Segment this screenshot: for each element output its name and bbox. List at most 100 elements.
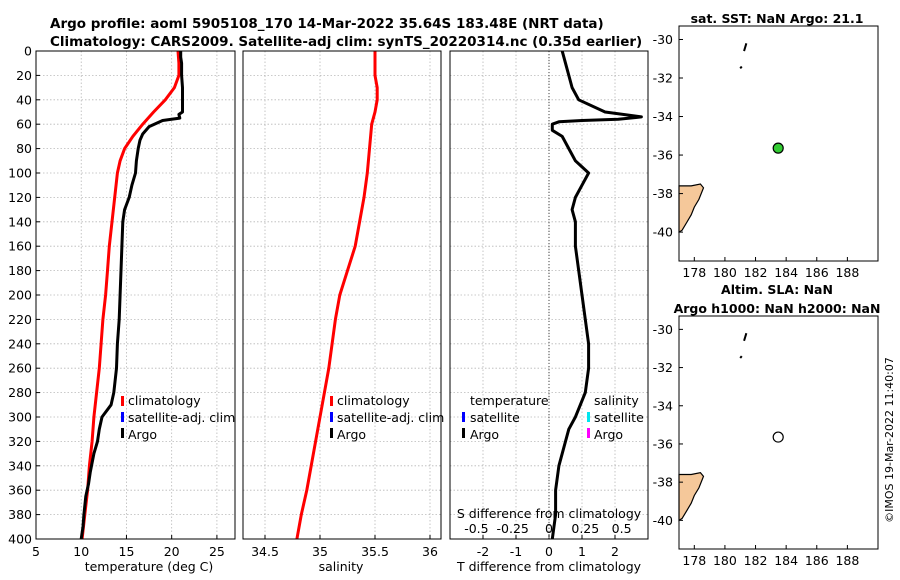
difference-xlabel: T difference from climatology bbox=[456, 559, 642, 574]
legend-label-t-argo: Argo bbox=[470, 427, 499, 442]
x-tick-label: 35 bbox=[312, 544, 328, 559]
series-line-argo bbox=[79, 51, 184, 540]
y-tick-label: -32 bbox=[653, 360, 673, 375]
temperature-legend: climatology satellite-adj. clim Argo bbox=[121, 393, 235, 442]
y-tick-label: 380 bbox=[8, 507, 32, 522]
top-x-tick-label: 0.25 bbox=[571, 521, 599, 536]
y-tick-label: 40 bbox=[16, 92, 32, 107]
x-tick-label: 178 bbox=[682, 553, 706, 568]
sst-map-title: sat. SST: NaN Argo: 21.1 bbox=[691, 11, 864, 26]
legend-swatch-s-argo bbox=[587, 428, 590, 438]
y-tick-label: -30 bbox=[653, 32, 673, 47]
x-tick-label: 180 bbox=[713, 265, 737, 280]
temperature-xlabel: temperature (deg C) bbox=[85, 559, 214, 574]
map-frame bbox=[678, 25, 879, 262]
top-x-tick-label: -0.5 bbox=[464, 521, 488, 536]
x-tick-label: 25 bbox=[209, 544, 225, 559]
x-tick-label: 2 bbox=[611, 544, 619, 559]
map-frame bbox=[678, 315, 879, 550]
x-tick-label: 20 bbox=[164, 544, 180, 559]
legend-label-s-argo: Argo bbox=[594, 427, 623, 442]
top-x-tick-label: -0.25 bbox=[497, 521, 529, 536]
y-tick-label: 160 bbox=[8, 239, 32, 254]
y-tick-label: 180 bbox=[8, 263, 32, 278]
sst-map-panel: -30 -32 -34 -36 -38 -40 178 180 182 184 186 188 bbox=[653, 25, 879, 280]
salinity-xlabel: salinity bbox=[319, 559, 364, 574]
land-polygon bbox=[678, 183, 705, 234]
x-tick-label: 180 bbox=[713, 553, 737, 568]
x-tick-label: 182 bbox=[744, 553, 768, 568]
island bbox=[743, 332, 748, 342]
x-tick-label: 10 bbox=[73, 544, 89, 559]
y-tick-label: 400 bbox=[8, 532, 32, 547]
difference-top-xlabel: S difference from climatology bbox=[457, 506, 642, 521]
argo-position-marker bbox=[772, 431, 784, 443]
y-tick-label: 220 bbox=[8, 312, 32, 327]
y-tick-label: 300 bbox=[8, 410, 32, 425]
y-tick-label: -40 bbox=[653, 513, 673, 528]
difference-panel: -2 -1 0 1 2 -0.5 -0.25 0 0.25 0.5 bbox=[449, 50, 649, 559]
figure-title-line1: Argo profile: aoml 5905108_170 14-Mar-20… bbox=[50, 16, 604, 32]
y-tick-label: 200 bbox=[8, 288, 32, 303]
y-tick-label: 240 bbox=[8, 336, 32, 351]
island bbox=[739, 65, 743, 69]
y-tick-label: -40 bbox=[653, 225, 673, 240]
x-tick-label: -2 bbox=[477, 544, 489, 559]
y-tick-label: 360 bbox=[8, 483, 32, 498]
x-tick-label: 184 bbox=[774, 265, 798, 280]
x-tick-label: -1 bbox=[510, 544, 522, 559]
y-tick-label: 20 bbox=[16, 68, 32, 83]
x-tick-label: 184 bbox=[774, 553, 798, 568]
plot-frame bbox=[242, 50, 442, 540]
legend-swatch-s-satellite bbox=[587, 412, 590, 422]
difference-legend: temperature satellite Argo salinity sate… bbox=[462, 393, 644, 442]
legend-swatch-satellite bbox=[330, 412, 333, 422]
x-tick-label: 36 bbox=[422, 544, 438, 559]
x-tick-label: 182 bbox=[744, 265, 768, 280]
x-tick-label: 186 bbox=[805, 553, 829, 568]
y-tick-label: 320 bbox=[8, 434, 32, 449]
x-tick-label: 15 bbox=[119, 544, 135, 559]
y-tick-label: 0 bbox=[24, 44, 32, 59]
x-tick-label: 0 bbox=[545, 544, 553, 559]
copyright-timestamp: ©IMOS 19-Mar-2022 11:40:07 bbox=[883, 357, 896, 523]
legend-label-satellite: satellite-adj. clim bbox=[128, 410, 235, 425]
x-tick-label: 34.5 bbox=[251, 544, 279, 559]
y-tick-label: -34 bbox=[653, 398, 673, 413]
y-tick-label: -34 bbox=[653, 109, 673, 124]
legend-swatch-argo bbox=[330, 428, 333, 438]
legend-swatch-argo bbox=[121, 428, 124, 438]
y-tick-label: 100 bbox=[8, 166, 32, 181]
land-polygon bbox=[678, 471, 705, 522]
legend-title-temperature: temperature bbox=[470, 393, 549, 408]
plot-frame bbox=[35, 50, 236, 540]
x-tick-label: 178 bbox=[682, 265, 706, 280]
y-tick-label: 80 bbox=[16, 141, 32, 156]
top-x-tick-label: 0 bbox=[545, 521, 553, 536]
argo-position-marker bbox=[772, 142, 784, 154]
legend-swatch-t-satellite bbox=[462, 412, 465, 422]
x-tick-label: 188 bbox=[835, 553, 859, 568]
x-tick-label: 5 bbox=[32, 544, 40, 559]
plot-frame bbox=[449, 50, 649, 540]
sla-map-title-line2: Argo h1000: NaN h2000: NaN bbox=[674, 301, 881, 316]
legend-label-climatology: climatology bbox=[337, 393, 410, 408]
legend-label-t-satellite: satellite bbox=[470, 410, 520, 425]
legend-swatch-climatology bbox=[121, 396, 124, 406]
y-tick-label: 340 bbox=[8, 458, 32, 473]
legend-label-argo: Argo bbox=[128, 427, 157, 442]
series-line-t-diff-argo bbox=[550, 50, 643, 540]
x-tick-label: 188 bbox=[835, 265, 859, 280]
y-tick-label: 60 bbox=[16, 117, 32, 132]
salinity-panel: 34.5 35 35.5 36 bbox=[242, 50, 442, 559]
legend-label-climatology: climatology bbox=[128, 393, 201, 408]
series-line-climatology bbox=[80, 50, 181, 540]
island bbox=[739, 355, 743, 359]
series-line-climatology bbox=[295, 51, 379, 540]
legend-swatch-t-argo bbox=[462, 428, 465, 438]
legend-label-satellite: satellite-adj. clim bbox=[337, 410, 444, 425]
temperature-panel: 5 10 15 20 25 0 20 40 60 80 100 120 140 160 180 200 220 2… bbox=[8, 44, 236, 559]
island bbox=[743, 43, 748, 52]
y-tick-label: -36 bbox=[653, 436, 673, 451]
